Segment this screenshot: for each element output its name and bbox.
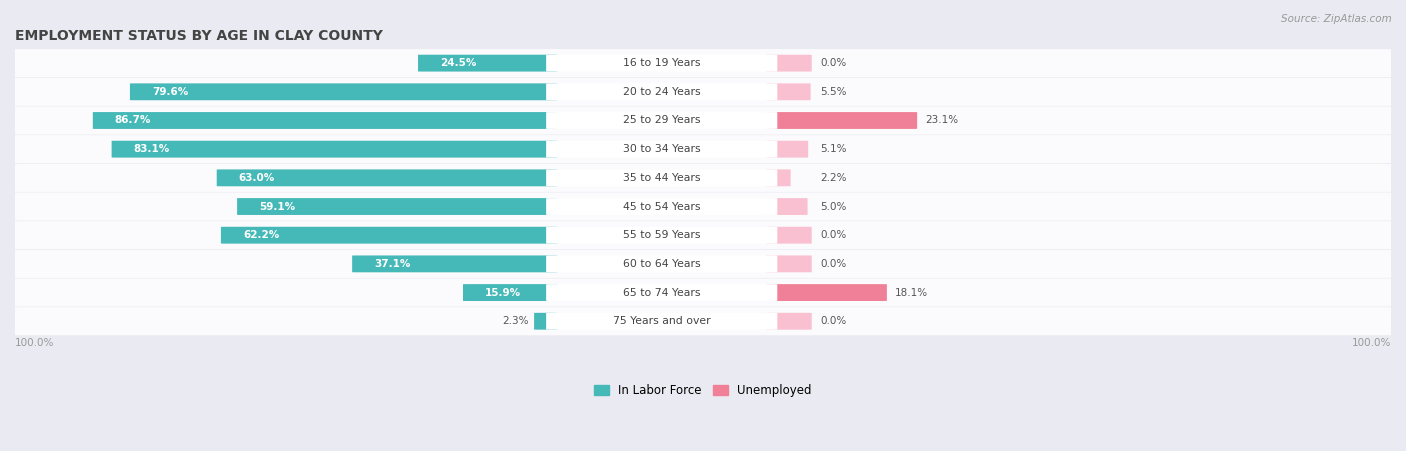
Text: 0.0%: 0.0% (820, 58, 846, 68)
Text: 0.0%: 0.0% (820, 230, 846, 240)
Text: 35 to 44 Years: 35 to 44 Years (623, 173, 700, 183)
FancyBboxPatch shape (11, 221, 1395, 249)
FancyBboxPatch shape (546, 255, 778, 272)
Text: 5.0%: 5.0% (820, 202, 846, 212)
FancyBboxPatch shape (546, 284, 778, 301)
FancyBboxPatch shape (11, 106, 1395, 134)
FancyBboxPatch shape (534, 313, 557, 330)
FancyBboxPatch shape (766, 227, 811, 244)
FancyBboxPatch shape (11, 279, 1395, 307)
FancyBboxPatch shape (129, 83, 557, 100)
FancyBboxPatch shape (766, 55, 811, 72)
Text: 63.0%: 63.0% (239, 173, 276, 183)
Text: 62.2%: 62.2% (243, 230, 280, 240)
FancyBboxPatch shape (766, 255, 811, 272)
FancyBboxPatch shape (238, 198, 557, 215)
Text: 60 to 64 Years: 60 to 64 Years (623, 259, 700, 269)
FancyBboxPatch shape (766, 112, 917, 129)
Text: 30 to 34 Years: 30 to 34 Years (623, 144, 700, 154)
Text: 37.1%: 37.1% (374, 259, 411, 269)
FancyBboxPatch shape (546, 170, 778, 186)
FancyBboxPatch shape (11, 250, 1395, 278)
Text: 86.7%: 86.7% (115, 115, 152, 125)
FancyBboxPatch shape (766, 313, 811, 330)
FancyBboxPatch shape (11, 78, 1395, 106)
Text: 16 to 19 Years: 16 to 19 Years (623, 58, 700, 68)
Text: 5.1%: 5.1% (820, 144, 846, 154)
FancyBboxPatch shape (766, 284, 887, 301)
Text: 18.1%: 18.1% (896, 288, 928, 298)
FancyBboxPatch shape (11, 49, 1395, 77)
FancyBboxPatch shape (546, 141, 778, 157)
FancyBboxPatch shape (11, 307, 1395, 335)
FancyBboxPatch shape (766, 141, 808, 157)
Text: 25 to 29 Years: 25 to 29 Years (623, 115, 700, 125)
FancyBboxPatch shape (766, 83, 811, 100)
Text: 23.1%: 23.1% (925, 115, 959, 125)
Text: 2.2%: 2.2% (820, 173, 846, 183)
Text: 45 to 54 Years: 45 to 54 Years (623, 202, 700, 212)
FancyBboxPatch shape (217, 170, 557, 186)
FancyBboxPatch shape (546, 83, 778, 100)
Text: 20 to 24 Years: 20 to 24 Years (623, 87, 700, 97)
Text: 59.1%: 59.1% (259, 202, 295, 212)
Text: 100.0%: 100.0% (1351, 338, 1391, 348)
FancyBboxPatch shape (766, 170, 790, 186)
FancyBboxPatch shape (93, 112, 557, 129)
FancyBboxPatch shape (546, 227, 778, 244)
Text: 2.3%: 2.3% (502, 316, 529, 326)
FancyBboxPatch shape (546, 198, 778, 215)
Text: 55 to 59 Years: 55 to 59 Years (623, 230, 700, 240)
FancyBboxPatch shape (352, 255, 557, 272)
Text: 24.5%: 24.5% (440, 58, 477, 68)
FancyBboxPatch shape (418, 55, 557, 72)
FancyBboxPatch shape (11, 193, 1395, 221)
Text: 75 Years and over: 75 Years and over (613, 316, 710, 326)
FancyBboxPatch shape (463, 284, 557, 301)
FancyBboxPatch shape (11, 135, 1395, 163)
FancyBboxPatch shape (766, 198, 807, 215)
Text: EMPLOYMENT STATUS BY AGE IN CLAY COUNTY: EMPLOYMENT STATUS BY AGE IN CLAY COUNTY (15, 29, 382, 43)
FancyBboxPatch shape (221, 227, 557, 244)
FancyBboxPatch shape (546, 112, 778, 129)
Text: 100.0%: 100.0% (15, 338, 55, 348)
FancyBboxPatch shape (546, 313, 778, 330)
FancyBboxPatch shape (111, 141, 557, 157)
FancyBboxPatch shape (546, 55, 778, 72)
Text: 0.0%: 0.0% (820, 316, 846, 326)
Text: 5.5%: 5.5% (820, 87, 846, 97)
FancyBboxPatch shape (11, 164, 1395, 192)
Text: 0.0%: 0.0% (820, 259, 846, 269)
Text: 83.1%: 83.1% (134, 144, 170, 154)
Text: Source: ZipAtlas.com: Source: ZipAtlas.com (1281, 14, 1392, 23)
Legend: In Labor Force, Unemployed: In Labor Force, Unemployed (595, 384, 811, 397)
Text: 65 to 74 Years: 65 to 74 Years (623, 288, 700, 298)
Text: 79.6%: 79.6% (152, 87, 188, 97)
Text: 15.9%: 15.9% (485, 288, 522, 298)
